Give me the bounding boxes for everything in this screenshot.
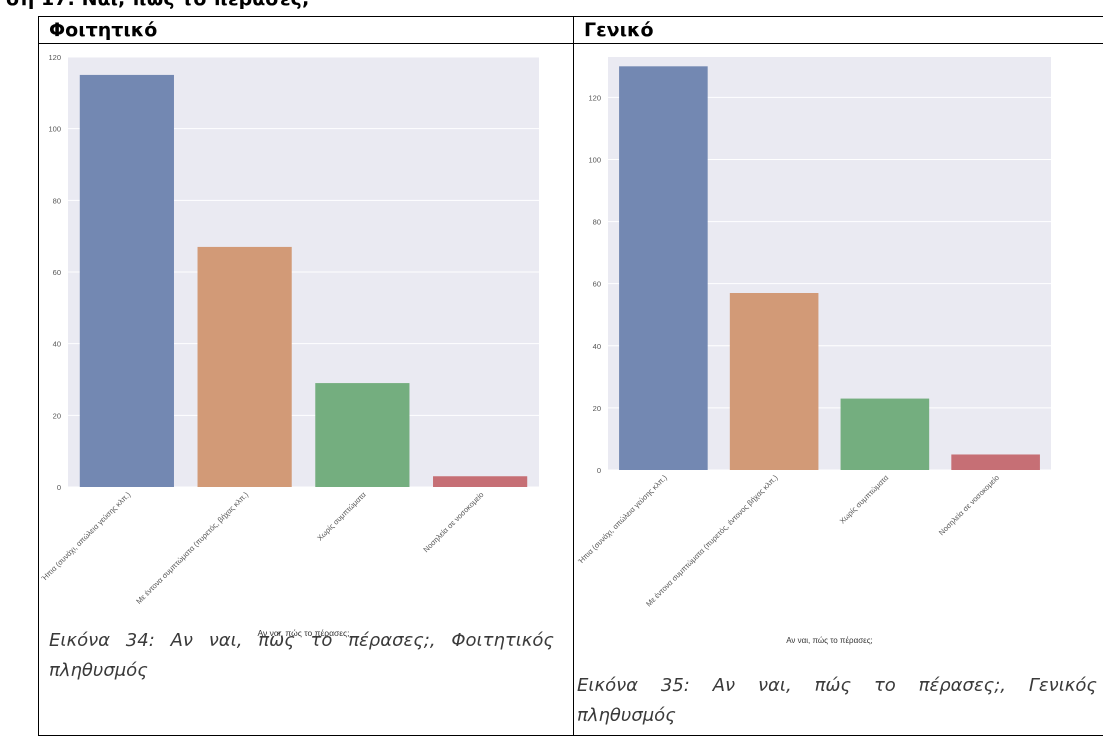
y-tick-label: 80 bbox=[593, 218, 601, 227]
bar bbox=[840, 398, 930, 470]
y-tick-label: 100 bbox=[48, 125, 61, 134]
y-tick-label: 20 bbox=[53, 411, 61, 420]
y-tick-label: 0 bbox=[57, 483, 61, 492]
y-tick-label: 80 bbox=[53, 196, 61, 205]
right-figure-cell: 0 20 40 60 80 100 120 Ήπια (συνάχι, απώλεια γεύ… bbox=[573, 43, 1103, 736]
y-tick-label: 0 bbox=[597, 466, 601, 475]
left-caption: Εικόνα 34: Αν ναι, πώς το πέρασες;, Φοιτ… bbox=[49, 626, 554, 686]
y-tick-label: 100 bbox=[588, 155, 601, 164]
left-caption-line1: Εικόνα 34: Αν ναι, πώς το πέρασες;, Φοιτ… bbox=[49, 630, 554, 651]
x-tick-label: Νοσηλεία σε νοσοκομείο bbox=[421, 490, 485, 554]
bar bbox=[619, 66, 708, 470]
right-header-cell: Γενικό bbox=[573, 16, 1103, 44]
y-tick-label: 40 bbox=[593, 342, 601, 351]
bar bbox=[433, 476, 528, 487]
left-figure-cell: 0 20 40 60 80 100 120 Ήπια (συνάχι, απώλεια γεύ… bbox=[38, 43, 574, 736]
figure-table: Φοιτητικό Γενικό 0 20 40 60 80 100 120 Ήπια (συ… bbox=[38, 16, 1103, 736]
x-tick-label: Ήπια (συνάχι, απώλεια γεύσης κλπ.) bbox=[39, 490, 133, 584]
chart-left: 0 20 40 60 80 100 120 Ήπια (συνάχι, απώλεια γεύ… bbox=[39, 53, 539, 638]
y-tick-label: 20 bbox=[593, 404, 601, 413]
bar bbox=[79, 74, 174, 488]
left-caption-line2: πληθυσμός bbox=[49, 660, 148, 681]
right-caption: Εικόνα 35: Αν ναι, πώς το πέρασες;, Γενι… bbox=[577, 671, 1097, 731]
bar bbox=[729, 293, 819, 470]
bar bbox=[951, 454, 1040, 470]
left-column-heading: Φοιτητικό bbox=[49, 19, 158, 41]
x-axis-label: Αν ναι, πώς το πέρασες; bbox=[258, 628, 350, 638]
chart-right: 0 20 40 60 80 100 120 Ήπια (συνάχι, απώλεια γεύ… bbox=[576, 57, 1051, 645]
y-tick-label: 120 bbox=[588, 93, 601, 102]
y-tick-label: 40 bbox=[53, 340, 61, 349]
y-tick-label: 120 bbox=[48, 53, 61, 62]
x-tick-label: Με έντονα συμπτώματα (πυρετός, έντονος β… bbox=[644, 473, 780, 609]
section-heading: ση 17: Ναι, πώς το πέρασες; bbox=[6, 0, 310, 10]
x-tick-label: Ήπια (συνάχι, απώλεια γεύσης κλπ.) bbox=[576, 473, 670, 567]
x-tick-label: Με έντονα συμπτώματα (πυρετός, βήχας κλπ… bbox=[134, 490, 250, 606]
left-header-cell: Φοιτητικό bbox=[38, 16, 574, 44]
right-column-heading: Γενικό bbox=[584, 19, 654, 41]
x-tick-label: Νοσηλεία σε νοσοκομείο bbox=[937, 473, 1001, 537]
x-tick-label: Χωρίς συμπτώματα bbox=[315, 490, 368, 543]
y-tick-label: 60 bbox=[53, 268, 61, 277]
right-caption-line1: Εικόνα 35: Αν ναι, πώς το πέρασες;, Γενι… bbox=[577, 675, 1097, 696]
x-axis-label: Αν ναι, πώς το πέρασες; bbox=[786, 636, 873, 645]
y-tick-label: 60 bbox=[593, 280, 601, 289]
right-caption-line2: πληθυσμός bbox=[577, 705, 676, 726]
bar bbox=[197, 246, 292, 487]
x-tick-label: Χωρίς συμπτώματα bbox=[838, 473, 891, 526]
bar bbox=[315, 383, 410, 487]
